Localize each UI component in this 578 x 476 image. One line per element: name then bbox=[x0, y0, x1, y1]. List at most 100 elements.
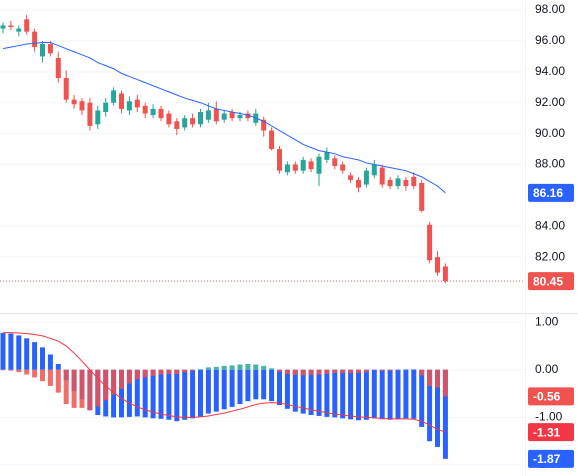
candle-body bbox=[269, 130, 275, 150]
signal-line bbox=[3, 332, 446, 433]
candle-body bbox=[87, 102, 93, 126]
macd-column bbox=[387, 369, 393, 420]
candle-body bbox=[340, 164, 346, 171]
histogram-bar bbox=[205, 367, 211, 370]
value-badge-label: -0.56 bbox=[533, 390, 561, 404]
macd-column bbox=[150, 369, 156, 419]
macd-column bbox=[126, 369, 132, 417]
histogram-bar bbox=[237, 364, 243, 370]
histogram-bar bbox=[158, 369, 164, 375]
candle-body bbox=[348, 175, 354, 180]
candle-body bbox=[387, 179, 393, 187]
candle-body bbox=[332, 158, 338, 167]
marks-layer bbox=[0, 14, 525, 459]
y-tick-label: 1.00 bbox=[535, 314, 559, 328]
histogram-bar bbox=[95, 369, 101, 407]
histogram-bar bbox=[126, 369, 132, 384]
y-tick-label: 92.00 bbox=[535, 95, 565, 109]
histogram-bar bbox=[166, 369, 172, 375]
y-tick-label: 88.00 bbox=[535, 157, 565, 171]
candle-body bbox=[0, 25, 6, 29]
macd-column bbox=[356, 369, 361, 421]
histogram-bar bbox=[79, 369, 85, 408]
candle-body bbox=[119, 93, 124, 109]
macd-column bbox=[292, 369, 298, 412]
histogram-bar bbox=[379, 369, 385, 371]
macd-column bbox=[134, 369, 140, 417]
macd-column bbox=[47, 354, 53, 370]
macd-column bbox=[261, 369, 267, 400]
value-badge bbox=[528, 183, 574, 202]
macd-column bbox=[40, 347, 45, 370]
candle-body bbox=[442, 266, 448, 282]
macd-column bbox=[8, 333, 14, 370]
value-badge bbox=[528, 423, 574, 442]
y-tick-label: 82.00 bbox=[535, 249, 565, 263]
histogram-bar bbox=[182, 369, 188, 373]
candle-body bbox=[190, 118, 196, 125]
histogram-bar bbox=[40, 369, 45, 382]
histogram-bar bbox=[442, 369, 448, 397]
histogram-bar bbox=[284, 369, 290, 375]
value-badge bbox=[528, 449, 574, 468]
histogram-bar bbox=[340, 369, 346, 374]
histogram-bar bbox=[245, 364, 251, 370]
macd-column bbox=[198, 369, 203, 417]
macd-column bbox=[419, 369, 425, 427]
histogram-bar bbox=[63, 369, 69, 405]
value-badge-label: 80.45 bbox=[533, 274, 563, 288]
macd-column bbox=[442, 369, 448, 459]
candle-body bbox=[182, 118, 188, 128]
candle-body bbox=[277, 149, 282, 171]
histogram-bar bbox=[142, 369, 148, 378]
macd-column bbox=[174, 369, 180, 422]
histogram-bar bbox=[229, 365, 235, 370]
candle-body bbox=[32, 31, 38, 48]
candle-body bbox=[79, 101, 85, 111]
candle-body bbox=[16, 28, 22, 32]
candle-body bbox=[316, 156, 322, 174]
macd-column bbox=[221, 369, 227, 410]
histogram-bar bbox=[308, 369, 314, 375]
macd-column bbox=[253, 369, 259, 400]
histogram-bar bbox=[324, 369, 330, 375]
histogram-bar bbox=[332, 369, 338, 374]
histogram-bar bbox=[103, 369, 109, 401]
candle-body bbox=[292, 164, 298, 171]
candle-body bbox=[47, 44, 53, 54]
macd-column bbox=[300, 369, 306, 414]
histogram-bar bbox=[71, 369, 77, 408]
candle-body bbox=[300, 159, 306, 171]
y-tick-label: -1.00 bbox=[535, 410, 563, 424]
histogram-bar bbox=[47, 369, 53, 386]
macd-column bbox=[411, 369, 417, 419]
value-badge bbox=[528, 272, 574, 291]
candle-body bbox=[324, 152, 330, 160]
macd-column bbox=[205, 369, 211, 414]
macd-column bbox=[119, 369, 124, 418]
histogram-bar bbox=[190, 369, 196, 371]
macd-column bbox=[363, 369, 369, 420]
candle-body bbox=[40, 44, 45, 57]
candle-body bbox=[284, 164, 290, 173]
histogram-bar bbox=[435, 369, 440, 388]
histogram-bar bbox=[119, 369, 124, 389]
candle-body bbox=[221, 113, 227, 120]
candle-body bbox=[245, 113, 251, 119]
y-tick-label: 90.00 bbox=[535, 126, 565, 140]
histogram-bar bbox=[150, 369, 156, 376]
candle-body bbox=[371, 164, 377, 176]
candle-body bbox=[198, 111, 203, 125]
histogram-bar bbox=[261, 365, 267, 370]
candle-body bbox=[142, 105, 148, 114]
histogram-bar bbox=[356, 369, 361, 374]
macd-column bbox=[332, 369, 338, 418]
macd-column bbox=[395, 369, 401, 420]
macd-column bbox=[316, 369, 322, 416]
moving-average-line bbox=[2, 41, 446, 194]
histogram-bar bbox=[174, 369, 180, 375]
candle-body bbox=[395, 178, 401, 187]
histogram-bar bbox=[55, 369, 61, 393]
candle-body bbox=[174, 121, 180, 129]
